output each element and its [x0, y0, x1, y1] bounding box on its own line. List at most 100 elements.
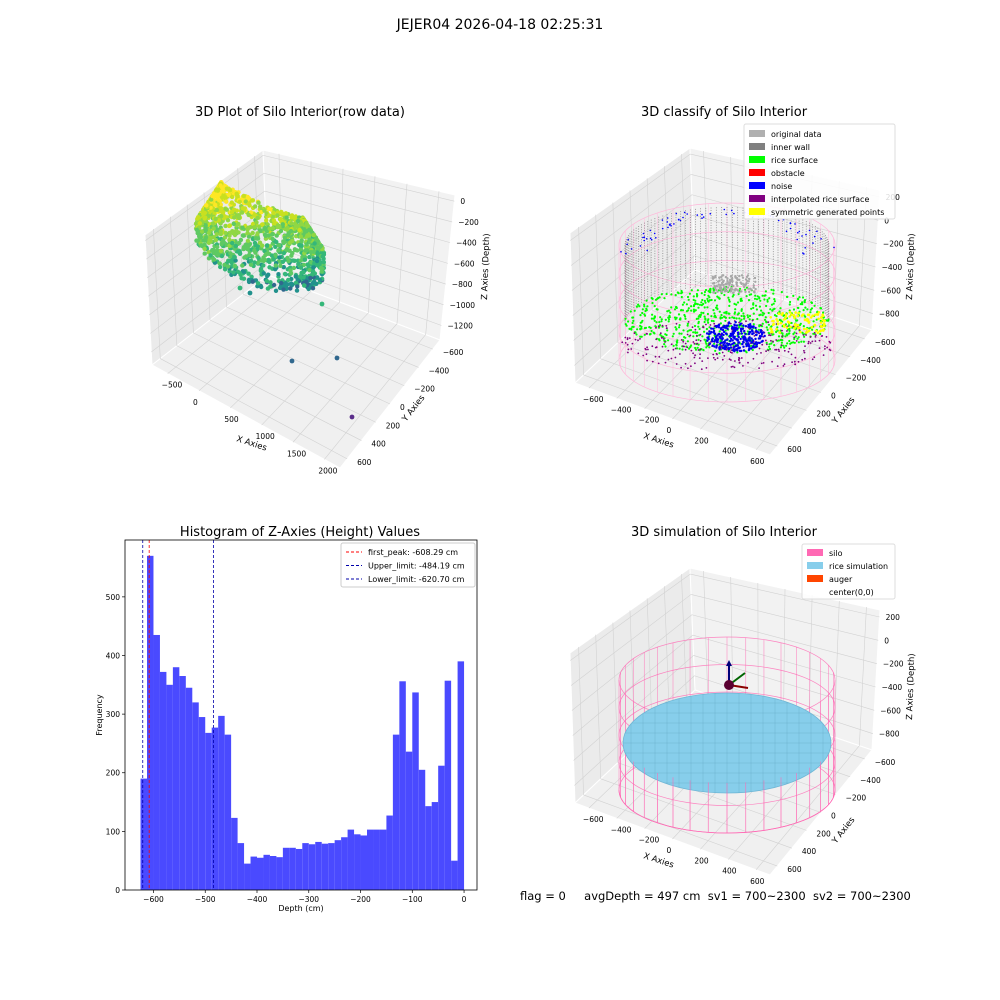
p2-symmetric-point	[793, 327, 796, 330]
p2-rice-surface-point	[757, 328, 761, 331]
p3-bar	[321, 843, 329, 890]
p2-original-point	[725, 289, 729, 293]
p2-rice-surface-point	[750, 344, 753, 347]
p2-rice-surface-point	[702, 302, 705, 306]
p2-interpolated-point	[642, 354, 645, 357]
p2-noise-point	[711, 340, 714, 343]
p2-rice-surface-point	[697, 338, 700, 341]
p2-rice-surface-point	[707, 321, 710, 324]
p2-grid-z-wall	[570, 153, 691, 241]
p2-interpolated-point	[825, 336, 828, 338]
p1-cloud-point	[246, 201, 252, 206]
p1-cloud-point	[220, 238, 226, 243]
p1-cloud-point	[230, 240, 235, 246]
p1-cloud-point	[290, 238, 295, 244]
p2-interpolated-point	[714, 358, 717, 361]
p2-noise-point	[717, 333, 720, 336]
p2-symmetric-point	[792, 313, 796, 317]
p1-cloud-point	[218, 264, 223, 270]
p3-bar	[360, 835, 367, 890]
p1-cloud-point	[299, 243, 304, 248]
p2-rice-surface-point	[667, 320, 670, 323]
p2-interpolated-point	[802, 334, 805, 336]
p2-noise-point	[760, 340, 763, 343]
p2-noise-point	[646, 249, 648, 252]
p2-rice-surface-point	[692, 305, 696, 308]
p1-cloud-point	[227, 237, 232, 243]
p1-cloud-point	[261, 263, 266, 268]
p2-rice-surface-point	[710, 319, 713, 322]
p1-grid-y	[160, 358, 348, 460]
p1-cloud-point	[271, 218, 277, 223]
p2-rice-surface-point	[788, 339, 791, 343]
p2-rice-surface-point	[653, 305, 656, 308]
p2-rice-surface-point	[776, 326, 779, 329]
p1-cloud-point	[256, 200, 261, 205]
p2-rice-surface-point	[724, 316, 728, 319]
p2-rice-surface-point	[760, 309, 763, 312]
p2-legend-label: symmetric generated points	[771, 208, 884, 217]
p2-rice-surface-point	[660, 293, 663, 296]
p2-noise-point	[733, 328, 736, 331]
p2-rice-surface-point	[631, 325, 634, 328]
p2-interpolated-point	[713, 322, 716, 325]
p2-original-point	[725, 282, 728, 285]
p2-rice-surface-point	[752, 323, 755, 326]
p2-rice-surface-point	[643, 303, 646, 306]
p2-rice-surface-point	[765, 304, 768, 308]
p2-symmetric-point	[822, 324, 826, 328]
p2-rice-surface-point	[755, 298, 759, 301]
p2-noise-point	[743, 336, 746, 339]
p1-cloud-point	[250, 230, 255, 236]
p2-original-point	[729, 290, 732, 293]
p2-rice-surface-point	[696, 346, 699, 349]
p2-interpolated-point	[682, 340, 685, 343]
p2-interpolated-point	[826, 346, 829, 349]
p2-interpolated-point	[738, 321, 740, 324]
p2-interpolated-point	[684, 348, 687, 351]
p2-interpolated-point	[774, 348, 776, 351]
p3-bar	[276, 857, 283, 890]
p1-grid-y	[243, 294, 419, 368]
p2-interpolated-point	[715, 352, 718, 355]
p2-noise-point	[639, 245, 642, 247]
p1-cloud-point	[271, 221, 277, 226]
p1-cloud-point	[310, 268, 316, 273]
p2-symmetric-point	[796, 314, 800, 318]
p2-interpolated-point	[705, 323, 707, 326]
p2-rice-surface-point	[688, 292, 692, 295]
p2-noise-point	[751, 339, 755, 342]
p4-legend-label: rice simulation	[829, 562, 888, 571]
p2-original-point	[735, 281, 738, 284]
p2-interpolated-point	[829, 349, 832, 352]
p1-cloud-point	[301, 270, 306, 275]
p2-noise-point	[748, 345, 751, 348]
p2-rice-surface-point	[682, 329, 685, 332]
p2-rice-surface-point	[675, 347, 679, 350]
p2-symmetric-point	[775, 318, 778, 321]
p4-ytick: 0	[831, 812, 836, 821]
p2-rice-surface-point	[782, 344, 785, 347]
p2-rice-surface-point	[701, 335, 704, 338]
p2-rice-surface-point	[753, 297, 757, 300]
p1-cloud-point	[311, 265, 316, 270]
p2-interpolated-point	[655, 338, 658, 341]
p2-rice-surface-point	[718, 310, 721, 313]
p3-bar	[347, 829, 355, 890]
p3-ytick-label: 0	[115, 886, 120, 895]
p1-cloud-point	[235, 249, 241, 254]
p2-rice-surface-point	[651, 297, 654, 300]
p2-rice-surface-point	[690, 289, 693, 292]
p4-grid-z-wall	[571, 614, 693, 711]
p2-interpolated-point	[768, 334, 770, 337]
p2-rice-surface-point	[700, 311, 703, 314]
p2-original-point	[718, 286, 721, 289]
p2-noise-point	[724, 332, 728, 335]
p2-rice-surface-point	[633, 309, 636, 312]
p2-interpolated-point	[664, 341, 666, 343]
p2-original-point	[711, 275, 714, 278]
p2-interpolated-point	[723, 355, 726, 357]
p2-symmetric-point	[794, 323, 797, 326]
p2-rice-surface-point	[672, 332, 675, 335]
